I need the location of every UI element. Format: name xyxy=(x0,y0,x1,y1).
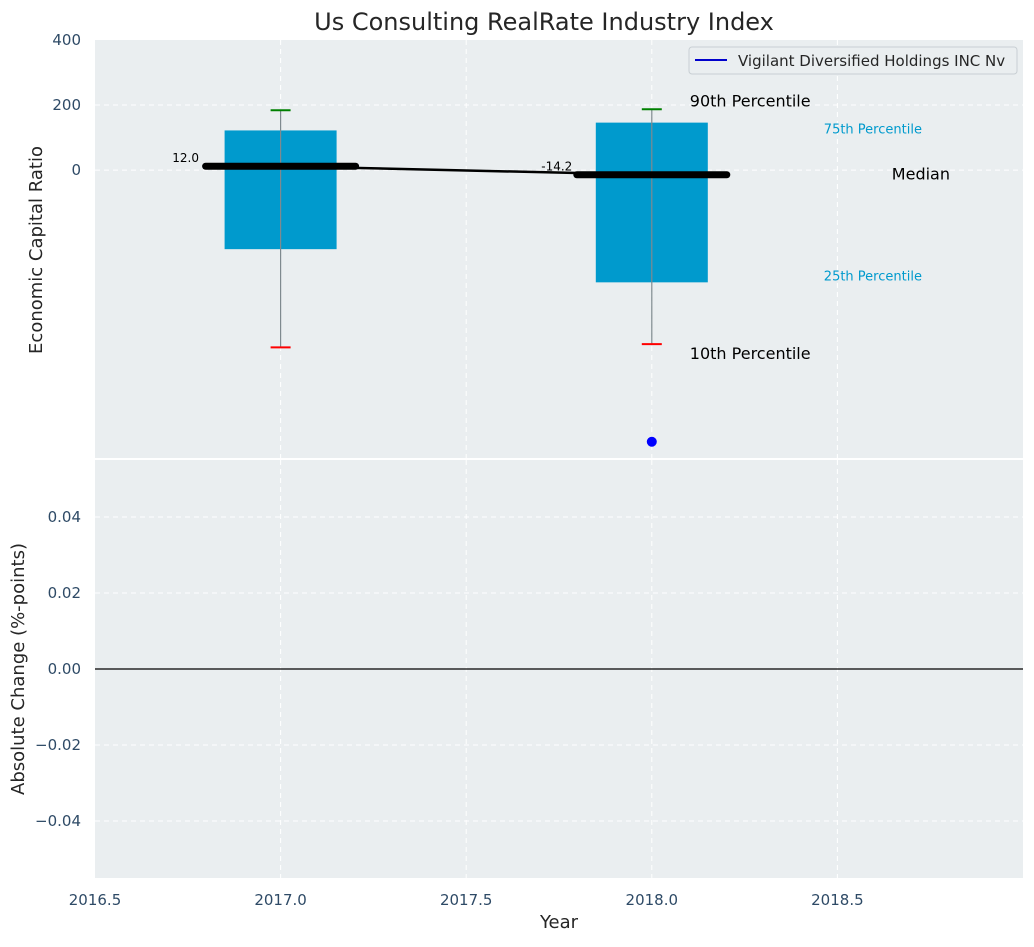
median-value-label-2017: 12.0 xyxy=(172,151,199,165)
x-tick-labels: 2016.5 2017.0 2017.5 2018.0 2018.5 xyxy=(69,891,864,909)
box-plot-marks: 12.0 -14.2 90th Percentile 75th Percentile M… xyxy=(172,91,950,447)
annotation-25th-percentile: 25th Percentile xyxy=(824,269,922,284)
annotation-75th-percentile: 75th Percentile xyxy=(824,123,922,138)
company-point-2018 xyxy=(646,436,657,447)
chart-title: Us Consulting RealRate Industry Index xyxy=(314,8,774,36)
median-value-label-2018: -14.2 xyxy=(541,160,572,174)
x-axis-label: Year xyxy=(539,912,579,933)
x-tick-label: 2018.0 xyxy=(626,891,679,909)
x-tick-label: 2017.0 xyxy=(254,891,307,909)
bottom-y-tick-label: 0.02 xyxy=(48,584,81,602)
legend: Vigilant Diversified Holdings INC Nv xyxy=(688,46,1018,75)
top-y-tick-label: 0 xyxy=(71,161,81,179)
annotation-90th-percentile: 90th Percentile xyxy=(690,91,811,110)
x-tick-label: 2016.5 xyxy=(69,891,122,909)
top-y-axis-label: Economic Capital Ratio xyxy=(26,146,47,354)
top-y-tick-label: 400 xyxy=(52,31,81,49)
annotation-median: Median xyxy=(892,165,950,184)
bottom-y-tick-labels: 0.04 0.02 0.00 −0.02 −0.04 xyxy=(35,508,81,830)
bottom-y-tick-label: −0.02 xyxy=(35,736,81,754)
bottom-y-tick-label: 0.00 xyxy=(48,660,81,678)
median-trend-line xyxy=(280,164,652,176)
bottom-y-tick-label: 0.04 xyxy=(48,508,81,526)
x-tick-label: 2017.5 xyxy=(440,891,493,909)
top-y-tick-label: 200 xyxy=(52,96,81,114)
annotation-10th-percentile: 10th Percentile xyxy=(690,344,811,363)
bottom-y-axis-label: Absolute Change (%-points) xyxy=(8,543,29,795)
legend-box xyxy=(688,46,1018,75)
legend-label: Vigilant Diversified Holdings INC Nv xyxy=(738,52,1005,70)
top-y-tick-labels: 400 200 0 xyxy=(52,31,81,179)
bottom-y-tick-label: −0.04 xyxy=(35,812,81,830)
x-tick-label: 2018.5 xyxy=(811,891,864,909)
